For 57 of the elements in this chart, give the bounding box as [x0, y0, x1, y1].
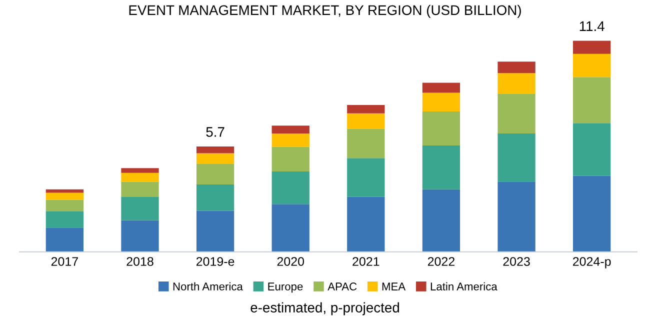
- bar: [196, 153, 234, 164]
- bar: [272, 126, 310, 134]
- legend-label: Latin America: [430, 282, 498, 290]
- bar: [272, 171, 310, 204]
- bar: [498, 73, 536, 94]
- bar: [196, 184, 234, 211]
- bar: [272, 146, 310, 172]
- legend-label: North America: [173, 282, 243, 290]
- bar: [572, 77, 611, 124]
- bar: [272, 133, 310, 147]
- x-tick-label: 2019-e: [196, 257, 234, 266]
- bar: [422, 92, 460, 112]
- bar: [121, 172, 159, 182]
- x-tick-label: 2024-p: [572, 257, 611, 268]
- x-tick-label: 2021: [352, 257, 380, 266]
- annotation: 5.7: [206, 127, 224, 137]
- x-tick-label: 2020: [277, 257, 304, 266]
- bar: [121, 220, 159, 252]
- bar: [572, 123, 611, 176]
- bar: [46, 211, 84, 228]
- legend-label: Europe: [268, 282, 303, 293]
- bar: [498, 62, 536, 74]
- bar: [572, 40, 611, 54]
- x-tick-label: 2023: [503, 257, 530, 266]
- legend-label: MEA: [382, 282, 406, 290]
- chart-title: EVENT MANAGEMENT MARKET, BY REGION (USD BILLION): [129, 4, 521, 18]
- bar: [422, 189, 460, 252]
- bar: [422, 145, 460, 190]
- bar: [347, 158, 385, 197]
- bar: [498, 182, 536, 252]
- bar: [196, 146, 234, 154]
- text: e-estimated, p-projected: [250, 302, 399, 316]
- bar: [572, 54, 611, 78]
- bar: [498, 94, 536, 134]
- bar: [572, 176, 611, 252]
- x-tick-label: 2018: [126, 257, 154, 266]
- bar: [422, 82, 460, 93]
- bar: [121, 168, 159, 173]
- bar: [46, 192, 84, 200]
- bar: [347, 128, 385, 158]
- bar: [347, 196, 385, 252]
- bar: [347, 113, 385, 129]
- bar: [422, 111, 460, 146]
- x-tick-label: 2017: [51, 257, 78, 266]
- bar: [121, 196, 159, 220]
- bar: [196, 164, 234, 185]
- bar: [46, 189, 84, 193]
- x-tick-label: 2022: [428, 257, 454, 266]
- bar: [121, 182, 159, 197]
- bar: [272, 204, 310, 252]
- bar: [347, 104, 385, 114]
- legend-label: APAC: [328, 282, 357, 290]
- bar: [498, 133, 536, 182]
- bar: [46, 200, 84, 212]
- bar: [46, 228, 84, 252]
- annotation: 11.4: [580, 21, 604, 31]
- bar: [196, 210, 234, 252]
